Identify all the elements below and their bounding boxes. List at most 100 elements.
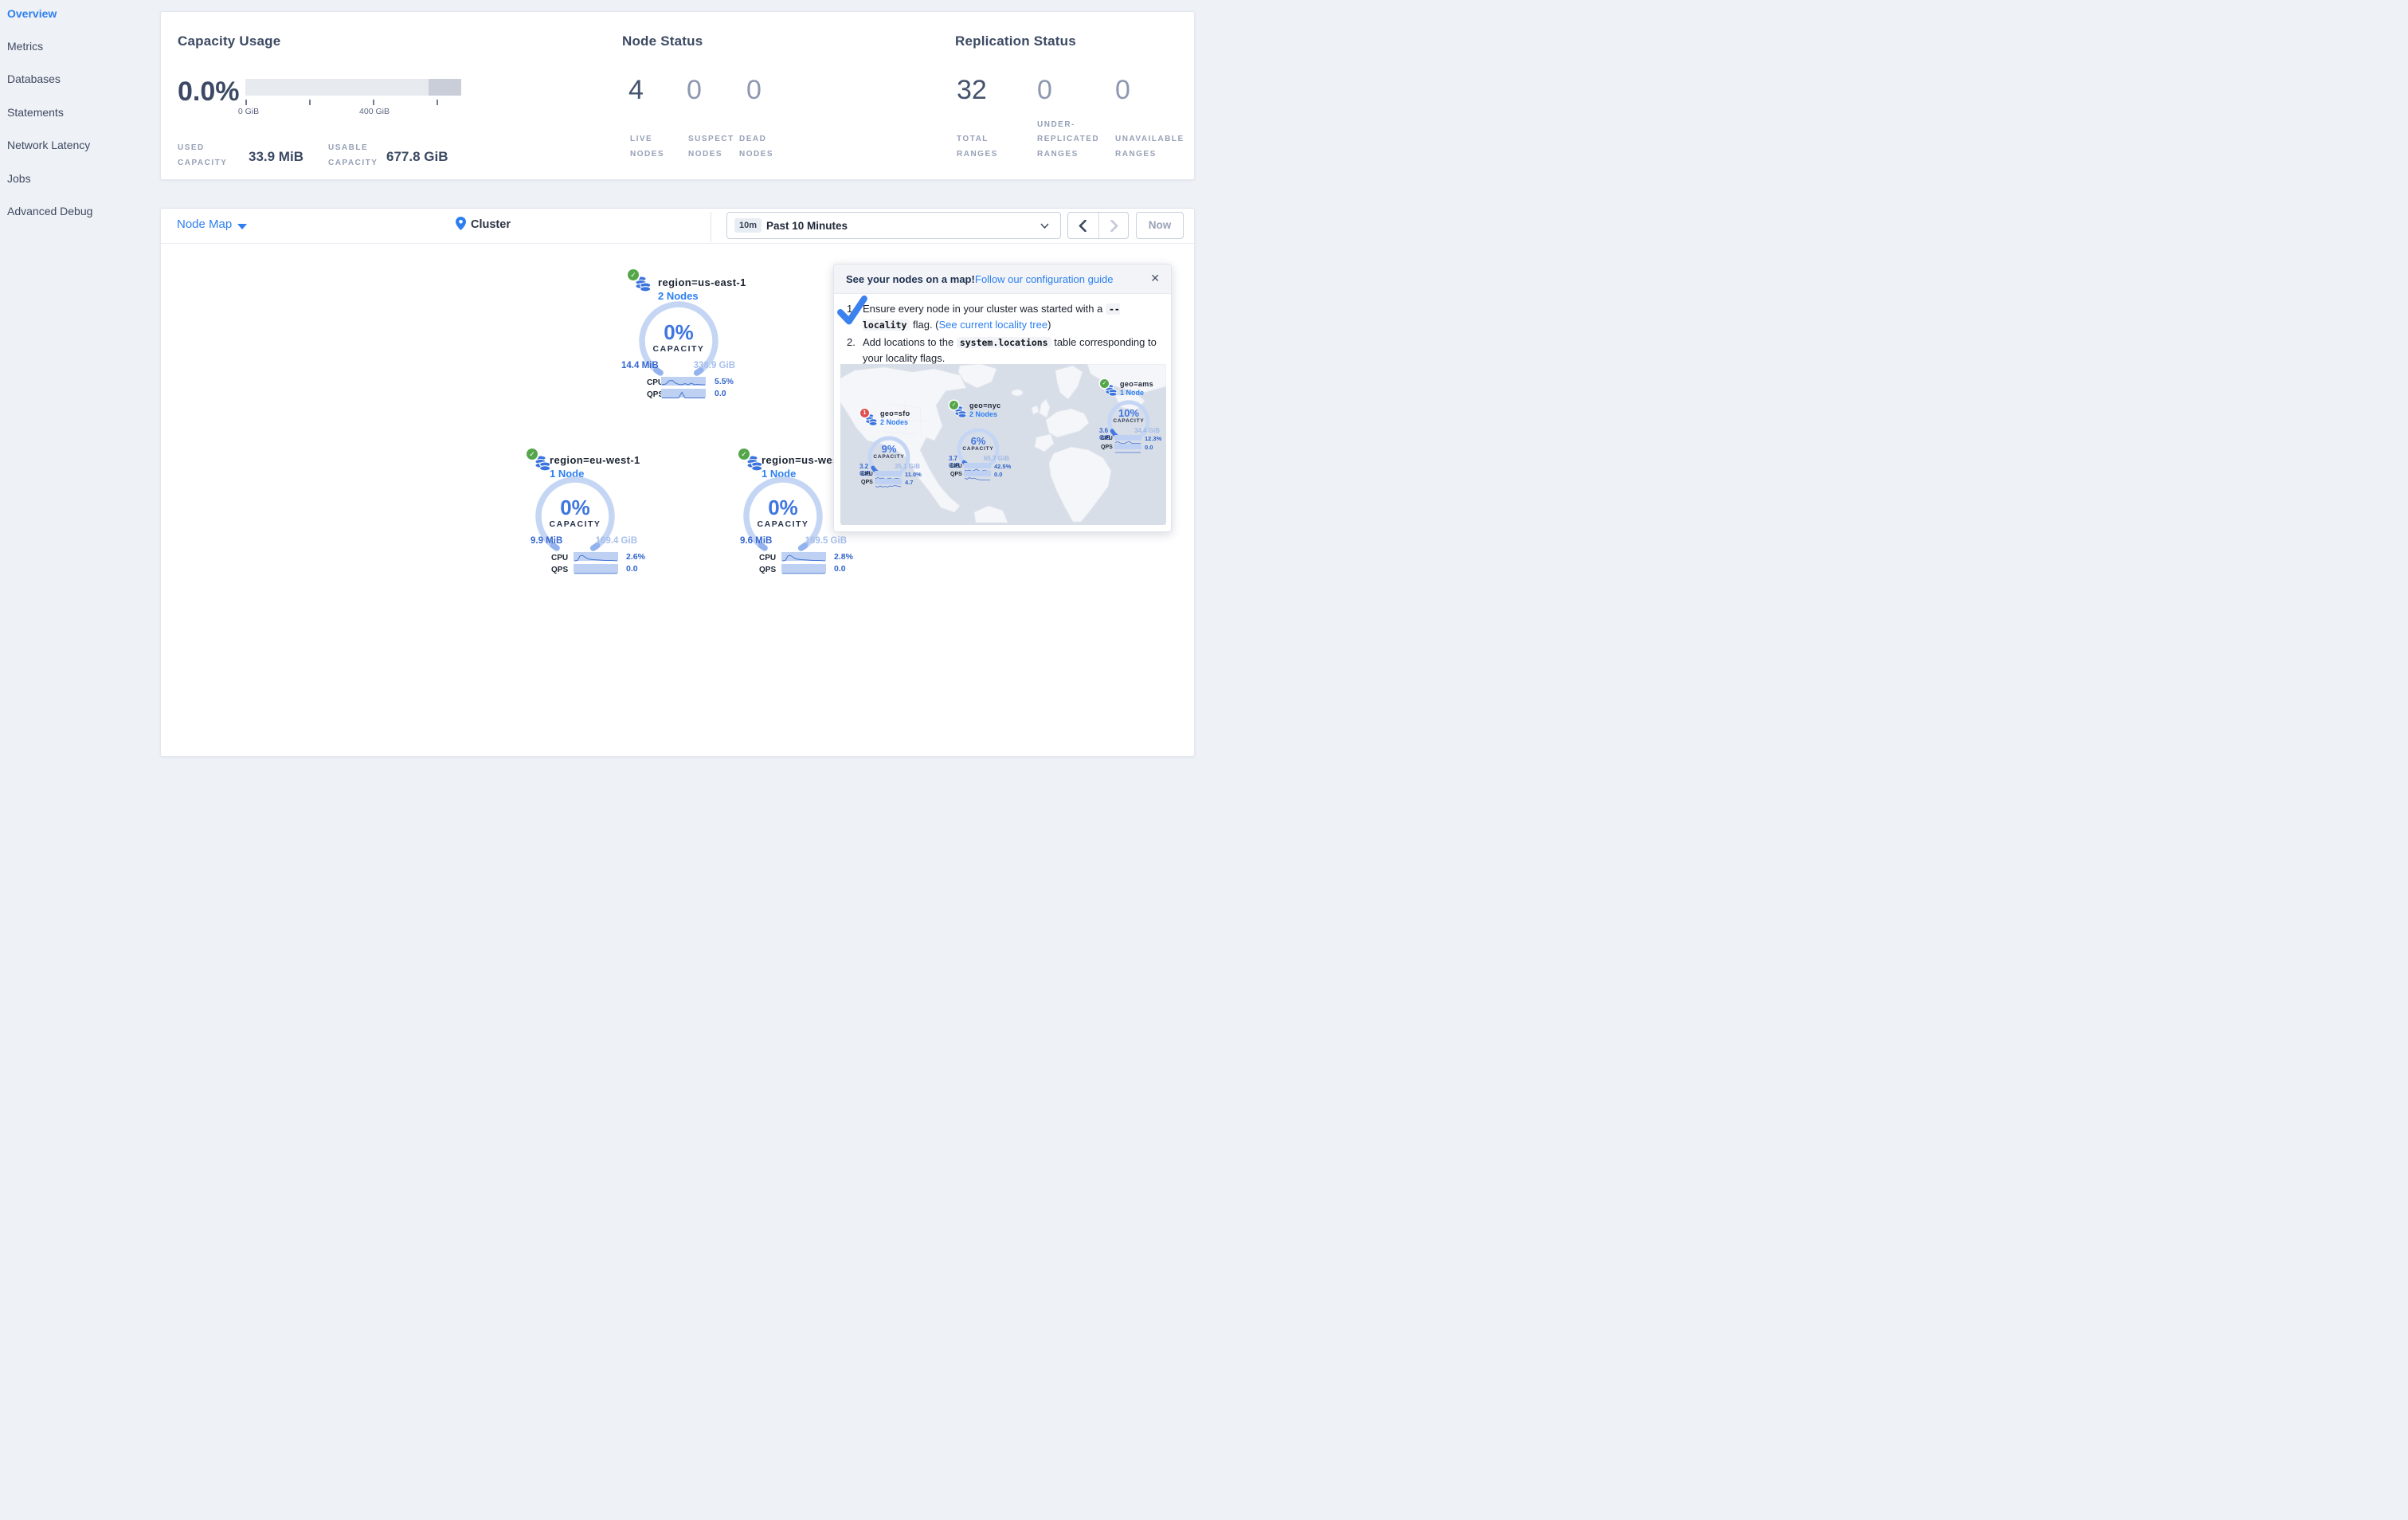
usable-capacity-value: 677.8 GiB [386,149,448,164]
capacity-gauge-arc [639,301,718,381]
unavailable-count: 0 [1115,75,1130,105]
sidebar-item-advanced-debug[interactable]: Advanced Debug [7,205,93,217]
gauge-percent: 0% [768,496,798,519]
cpu-sparkline [875,471,902,480]
step-2-pre: Add locations to the [863,336,957,349]
capacity-gauge-arc [743,476,823,556]
node-warn-badge: 1 [860,409,869,417]
cpu-label: CPU [647,378,664,387]
used-capacity-label: USED CAPACITY [178,143,228,167]
qps-value: 0.0 [834,564,846,574]
time-range-select[interactable]: 10m Past 10 Minutes [726,212,1061,239]
locality-tree-link[interactable]: See current locality tree [938,319,1048,331]
step-1: 1. Ensure every node in your cluster was… [847,301,1161,333]
region-nodes-link[interactable]: 2 Nodes [658,290,699,302]
world-map-preview: 1 geo=sfo 2 Nodes 9% CAPACITY 3.2 GiB 35… [840,364,1166,525]
chevron-down-icon [1040,223,1049,229]
qps-sparkline [964,471,991,480]
step-1-text: Ensure every node in your cluster was st… [863,301,1161,333]
region-nodes-link[interactable]: 2 Nodes [880,418,909,426]
callout-steps: 1. Ensure every node in your cluster was… [847,301,1161,369]
view-selector-dropdown[interactable]: Node Map [177,217,233,231]
gauge-percent: 0% [664,320,694,344]
cpu-label: CPU [1101,436,1113,441]
step-1-post: ) [1047,319,1051,331]
live-nodes-count: 4 [628,75,644,105]
capacity-usage-bar [245,79,461,96]
capacity-tick-label-0: 0 GiB [237,107,260,116]
region-name: geo=ams [1120,380,1154,388]
capacity-total-value: 34.4 GiB [1134,427,1160,434]
suspect-nodes-label: SUSPECT NODES [688,135,734,159]
qps-label: QPS [759,566,777,574]
arrows-divider [1098,213,1099,238]
configuration-guide-link[interactable]: Follow our configuration guide [975,273,1114,285]
capacity-total-value: 169.5 GiB [805,536,847,546]
capacity-total-value: 65.7 GiB [983,455,1009,462]
breadcrumb[interactable]: Cluster [471,218,511,231]
qps-value: 0.0 [994,471,1003,478]
dead-nodes-label: DEAD NODES [739,135,774,159]
now-button[interactable]: Now [1136,212,1184,239]
qps-sparkline [661,389,706,398]
region-nodes-link[interactable]: 1 Node [762,468,797,480]
gauge-percent: 6% [970,435,986,447]
qps-sparkline [875,479,902,488]
qps-label: QPS [861,480,873,485]
sidebar-item-metrics[interactable]: Metrics [7,40,44,53]
sidebar-item-network-latency[interactable]: Network Latency [7,139,91,151]
qps-sparkline [1114,444,1141,453]
region-name: geo=nyc [969,402,1001,409]
sidebar-item-overview[interactable]: Overview [7,7,57,20]
gauge-capacity-label: CAPACITY [757,519,809,529]
region-name: region=eu-west-1 [550,454,640,466]
time-back-arrow-icon[interactable] [1079,220,1087,232]
cpu-sparkline [781,552,826,562]
sidebar-item-databases[interactable]: Databases [7,72,61,85]
sidebar-item-statements[interactable]: Statements [7,106,64,119]
cpu-value: 5.5% [715,377,734,386]
qps-label: QPS [950,472,962,477]
nodes-on-map-callout: See your nodes on a map! Follow our conf… [833,264,1172,532]
step-done-check-icon [837,295,867,325]
node-ok-badge: ✓ [628,269,639,280]
close-icon[interactable]: ✕ [1150,272,1160,284]
gauge-percent: 0% [560,496,590,519]
cpu-sparkline [964,463,991,472]
gauge-capacity-label: CAPACITY [652,344,705,354]
cpu-value: 2.8% [834,552,853,562]
capacity-usage-title: Capacity Usage [178,33,281,49]
capacity-usage-percent: 0.0% [178,76,240,107]
capacity-total-value: 338.9 GiB [693,361,735,370]
capacity-used-value: 3.7 GiB [949,455,961,469]
node-ok-badge: ✓ [527,449,538,460]
step-2-text: Add locations to the system.locations ta… [863,335,1161,366]
qps-label: QPS [1101,445,1113,450]
qps-sparkline [574,564,618,574]
step-2-number: 2. [847,336,856,349]
sidebar-item-jobs[interactable]: Jobs [7,172,31,185]
capacity-used-value: 3.6 GiB [1099,427,1111,441]
cpu-label: CPU [861,472,873,477]
gauge-capacity-label: CAPACITY [962,446,994,452]
dead-nodes-count: 0 [746,75,762,105]
step-1-pre: Ensure every node in your cluster was st… [863,303,1106,315]
total-ranges-label: TOTAL RANGES [957,135,998,159]
callout-header: See your nodes on a map! Follow our conf… [834,264,1171,294]
capacity-total-value: 35.1 GiB [894,463,920,470]
capacity-used-value: 3.2 GiB [859,463,871,477]
node-ok-badge: ✓ [949,401,958,409]
cpu-sparkline [574,552,618,562]
database-icon [746,455,763,472]
qps-sparkline [781,564,826,574]
node-status-title: Node Status [622,33,703,49]
time-forward-arrow-icon[interactable] [1110,220,1118,232]
gauge-capacity-label: CAPACITY [549,519,601,529]
region-nodes-link[interactable]: 2 Nodes [969,410,998,418]
cpu-label: CPU [551,554,569,562]
callout-title: See your nodes on a map! [846,273,975,285]
cpu-value: 2.6% [626,552,645,562]
capacity-used-value: 9.9 MiB [531,536,563,546]
region-name: region=us-west-1 [762,454,852,466]
region-nodes-link[interactable]: 1 Node [1120,389,1145,397]
